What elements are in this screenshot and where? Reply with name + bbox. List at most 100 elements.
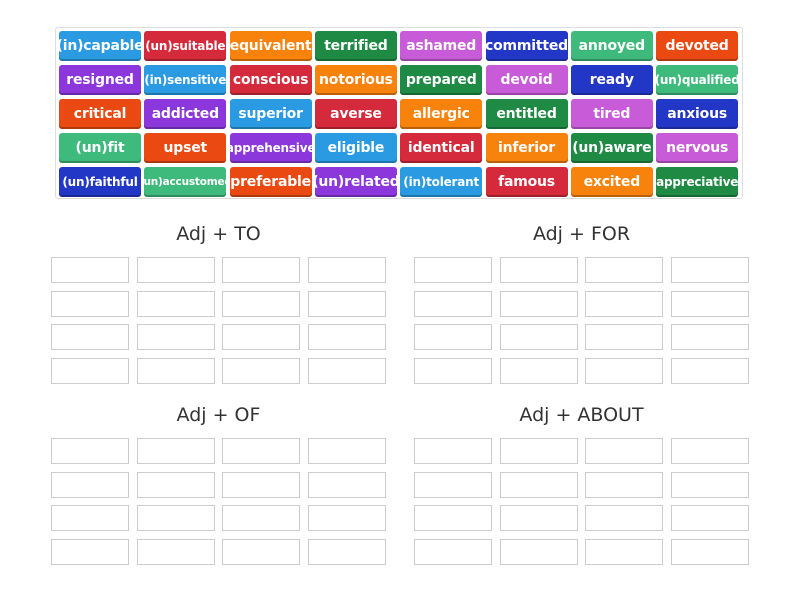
word-tile[interactable]: critical bbox=[59, 99, 141, 129]
drop-slot[interactable] bbox=[308, 357, 387, 384]
drop-slot[interactable] bbox=[222, 438, 301, 464]
word-tile[interactable]: prepared bbox=[400, 65, 483, 95]
drop-slot[interactable] bbox=[585, 324, 664, 350]
word-tile[interactable]: ready bbox=[570, 65, 653, 95]
word-tile[interactable]: committed bbox=[485, 31, 568, 61]
drop-slot[interactable] bbox=[136, 357, 215, 384]
drop-slot[interactable] bbox=[222, 357, 301, 384]
drop-slot[interactable] bbox=[51, 538, 129, 565]
word-tile[interactable]: (in)capable bbox=[59, 31, 141, 61]
drop-slot[interactable] bbox=[414, 357, 492, 384]
drop-slot[interactable] bbox=[671, 471, 750, 498]
drop-slot[interactable] bbox=[51, 324, 129, 350]
word-tile[interactable]: preferable bbox=[229, 167, 312, 197]
drop-slot[interactable] bbox=[136, 471, 215, 498]
drop-slot[interactable] bbox=[308, 324, 387, 350]
drop-slot[interactable] bbox=[308, 290, 387, 317]
drop-slot[interactable] bbox=[222, 257, 301, 283]
word-tile[interactable]: (in)sensitive bbox=[144, 65, 227, 95]
word-tile[interactable]: appreciative bbox=[656, 167, 739, 197]
drop-slot[interactable] bbox=[585, 290, 664, 317]
word-tile[interactable]: devoid bbox=[485, 65, 568, 95]
word-tile[interactable]: devoted bbox=[656, 31, 739, 61]
drop-slot[interactable] bbox=[136, 538, 215, 565]
drop-slot[interactable] bbox=[499, 324, 578, 350]
drop-slot[interactable] bbox=[585, 438, 664, 464]
drop-slot[interactable] bbox=[308, 471, 387, 498]
drop-slot[interactable] bbox=[136, 257, 215, 283]
drop-slot[interactable] bbox=[414, 505, 492, 531]
drop-slot[interactable] bbox=[585, 471, 664, 498]
drop-slot[interactable] bbox=[136, 324, 215, 350]
drop-slot[interactable] bbox=[308, 438, 387, 464]
drop-slot[interactable] bbox=[585, 257, 664, 283]
drop-slot[interactable] bbox=[671, 290, 750, 317]
word-tile[interactable]: allergic bbox=[400, 99, 483, 129]
drop-slot[interactable] bbox=[414, 290, 492, 317]
drop-slot[interactable] bbox=[308, 505, 387, 531]
drop-slot[interactable] bbox=[671, 357, 750, 384]
drop-slot[interactable] bbox=[222, 324, 301, 350]
word-tile[interactable]: (un)fit bbox=[59, 133, 141, 163]
drop-slot[interactable] bbox=[414, 438, 492, 464]
word-tile[interactable]: (un)faithful bbox=[59, 167, 141, 197]
drop-slot[interactable] bbox=[136, 290, 215, 317]
drop-slot[interactable] bbox=[671, 438, 750, 464]
word-tile[interactable]: terrified bbox=[314, 31, 397, 61]
word-tile[interactable]: addicted bbox=[144, 99, 227, 129]
word-tile[interactable]: (un)qualified bbox=[656, 65, 739, 95]
drop-slot[interactable] bbox=[499, 438, 578, 464]
word-tile[interactable]: identical bbox=[400, 133, 483, 163]
drop-slot[interactable] bbox=[414, 324, 492, 350]
drop-slot[interactable] bbox=[308, 257, 387, 283]
word-tile[interactable]: excited bbox=[570, 167, 653, 197]
drop-slot[interactable] bbox=[414, 471, 492, 498]
drop-slot[interactable] bbox=[414, 538, 492, 565]
word-tile[interactable]: equivalent bbox=[229, 31, 312, 61]
drop-slot[interactable] bbox=[136, 505, 215, 531]
word-tile[interactable]: famous bbox=[485, 167, 568, 197]
drop-slot[interactable] bbox=[585, 505, 664, 531]
word-tile[interactable]: (un)suitable bbox=[144, 31, 227, 61]
word-tile[interactable]: entitled bbox=[485, 99, 568, 129]
word-tile[interactable]: tired bbox=[570, 99, 653, 129]
drop-slot[interactable] bbox=[671, 538, 750, 565]
word-tile[interactable]: upset bbox=[144, 133, 227, 163]
drop-slot[interactable] bbox=[414, 257, 492, 283]
drop-slot[interactable] bbox=[499, 357, 578, 384]
drop-slot[interactable] bbox=[499, 538, 578, 565]
drop-slot[interactable] bbox=[136, 438, 215, 464]
drop-slot[interactable] bbox=[585, 357, 664, 384]
drop-slot[interactable] bbox=[51, 357, 129, 384]
word-tile[interactable]: anxious bbox=[656, 99, 739, 129]
drop-slot[interactable] bbox=[671, 257, 750, 283]
drop-slot[interactable] bbox=[222, 471, 301, 498]
word-tile[interactable]: nervous bbox=[656, 133, 739, 163]
drop-slot[interactable] bbox=[51, 505, 129, 531]
word-tile[interactable]: conscious bbox=[229, 65, 312, 95]
word-tile[interactable]: notorious bbox=[314, 65, 397, 95]
drop-slot[interactable] bbox=[222, 505, 301, 531]
drop-slot[interactable] bbox=[499, 290, 578, 317]
drop-slot[interactable] bbox=[222, 290, 301, 317]
drop-slot[interactable] bbox=[51, 471, 129, 498]
word-tile[interactable]: apprehensive bbox=[229, 133, 312, 163]
drop-slot[interactable] bbox=[51, 438, 129, 464]
drop-slot[interactable] bbox=[671, 505, 750, 531]
drop-slot[interactable] bbox=[51, 257, 129, 283]
word-tile[interactable]: annoyed bbox=[570, 31, 653, 61]
drop-slot[interactable] bbox=[499, 257, 578, 283]
word-tile[interactable]: averse bbox=[314, 99, 397, 129]
word-tile[interactable]: eligible bbox=[314, 133, 397, 163]
drop-slot[interactable] bbox=[222, 538, 301, 565]
drop-slot[interactable] bbox=[51, 290, 129, 317]
word-tile[interactable]: (un)aware bbox=[570, 133, 653, 163]
word-tile[interactable]: (un)related bbox=[314, 167, 397, 197]
drop-slot[interactable] bbox=[499, 505, 578, 531]
word-tile[interactable]: inferior bbox=[485, 133, 568, 163]
drop-slot[interactable] bbox=[671, 324, 750, 350]
word-tile[interactable]: (un)accustomed bbox=[144, 167, 227, 197]
word-tile[interactable]: superior bbox=[229, 99, 312, 129]
drop-slot[interactable] bbox=[308, 538, 387, 565]
word-tile[interactable]: ashamed bbox=[400, 31, 483, 61]
